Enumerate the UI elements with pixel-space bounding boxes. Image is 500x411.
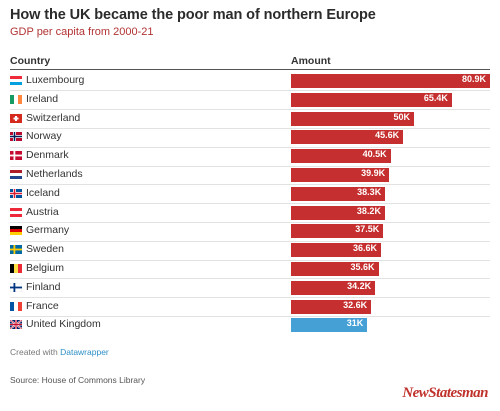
chart-subtitle: GDP per capita from 2000-21 xyxy=(10,26,154,38)
table-row: Finland 34.2K xyxy=(10,279,490,297)
luxembourg-flag-icon xyxy=(10,76,22,85)
datawrapper-link[interactable]: Datawrapper xyxy=(60,347,109,357)
row-divider xyxy=(10,297,490,299)
bar xyxy=(291,92,452,107)
row-divider xyxy=(10,165,490,167)
country-label: United Kingdom xyxy=(26,318,101,331)
table-row: France 32.6K xyxy=(10,298,490,316)
ireland-flag-icon xyxy=(10,94,22,104)
credit-line: Created with Datawrapper xyxy=(10,347,109,357)
row-divider xyxy=(10,184,490,186)
bar-value-label: 38.2K xyxy=(356,205,381,216)
country-label: Sweden xyxy=(26,243,64,256)
country-label: Denmark xyxy=(26,149,69,162)
bar xyxy=(291,149,391,164)
row-divider xyxy=(10,203,490,205)
france-flag-icon xyxy=(10,301,22,311)
bar xyxy=(291,74,490,88)
table-row: Germany 37.5K xyxy=(10,222,490,240)
table-row: Ireland 65.4K xyxy=(10,91,490,109)
belgium-flag-icon xyxy=(10,264,22,273)
netherlands-flag-icon xyxy=(10,170,22,179)
bar-value-label: 31K xyxy=(346,318,364,329)
table-row: Austria 38.2K xyxy=(10,204,490,222)
country-label: France xyxy=(26,299,59,312)
row-divider xyxy=(10,127,490,129)
bar-value-label: 65.4K xyxy=(423,92,448,103)
bar-value-label: 37.5K xyxy=(355,224,380,235)
austria-flag-icon xyxy=(10,207,22,217)
bar-value-label: 50K xyxy=(393,111,410,122)
country-label: Netherlands xyxy=(26,168,83,180)
country-label: Belgium xyxy=(26,262,64,274)
sweden-flag-icon xyxy=(10,245,22,255)
row-divider xyxy=(10,278,490,280)
table-row: Switzerland 50K xyxy=(10,110,490,128)
bar xyxy=(291,111,414,126)
bar-value-label: 36.6K xyxy=(352,243,378,254)
bar-value-label: 34.2K xyxy=(347,280,372,291)
bar-value-label: 40.5K xyxy=(362,149,387,160)
table-row: Luxembourg 80.9K xyxy=(10,72,490,90)
bar xyxy=(291,168,390,182)
table-row: Sweden 36.6K xyxy=(10,241,490,259)
table-row: United Kingdom 31K xyxy=(10,316,490,334)
norway-flag-icon xyxy=(10,132,22,142)
table-row: Iceland 38.3K xyxy=(10,185,490,203)
bar-value-label: 35.6K xyxy=(350,262,375,272)
bar-value-label: 38.3K xyxy=(357,186,382,197)
header-divider xyxy=(10,69,490,70)
finland-flag-icon xyxy=(10,282,22,292)
column-header-country: Country xyxy=(10,55,51,67)
country-label: Norway xyxy=(26,130,62,143)
country-label: Germany xyxy=(26,224,70,237)
switzerland-flag-icon xyxy=(10,113,22,123)
iceland-flag-icon xyxy=(10,188,22,198)
column-header-amount: Amount xyxy=(291,55,331,67)
bar xyxy=(291,130,404,145)
bar xyxy=(291,186,386,201)
row-divider xyxy=(10,146,490,148)
row-divider xyxy=(10,109,490,111)
country-label: Iceland xyxy=(26,186,60,199)
country-label: Finland xyxy=(26,280,61,293)
bar-value-label: 39.9K xyxy=(361,168,386,178)
row-divider xyxy=(10,221,490,223)
denmark-flag-icon xyxy=(10,151,22,161)
uk-flag-icon xyxy=(10,320,22,330)
country-label: Ireland xyxy=(26,92,59,105)
bar xyxy=(291,299,372,314)
bar xyxy=(291,224,384,239)
row-divider xyxy=(10,240,490,242)
row-divider xyxy=(10,90,490,92)
source-note: Source: House of Commons Library xyxy=(10,375,146,385)
bar xyxy=(291,205,385,220)
table-row: Norway 45.6K xyxy=(10,128,490,146)
bar-value-label: 45.6K xyxy=(375,130,400,141)
table-row: Netherlands 39.9K xyxy=(10,166,490,184)
country-label: Austria xyxy=(26,205,59,218)
bar-value-label: 80.9K xyxy=(461,74,486,84)
table-row: Belgium 35.6K xyxy=(10,260,490,278)
bar xyxy=(291,318,368,333)
bar xyxy=(291,262,379,276)
bar-value-label: 32.6K xyxy=(343,299,368,310)
bar xyxy=(291,243,382,258)
bar xyxy=(291,280,376,295)
country-label: Luxembourg xyxy=(26,74,85,86)
credit-prefix: Created with xyxy=(10,347,58,357)
row-divider xyxy=(10,315,490,317)
row-divider xyxy=(10,259,490,261)
country-label: Switzerland xyxy=(26,111,81,124)
newstatesman-logo: NewStatesman xyxy=(402,385,488,401)
chart-title: How the UK became the poor man of northe… xyxy=(10,7,376,23)
table-row: Denmark 40.5K xyxy=(10,147,490,165)
germany-flag-icon xyxy=(10,226,22,236)
